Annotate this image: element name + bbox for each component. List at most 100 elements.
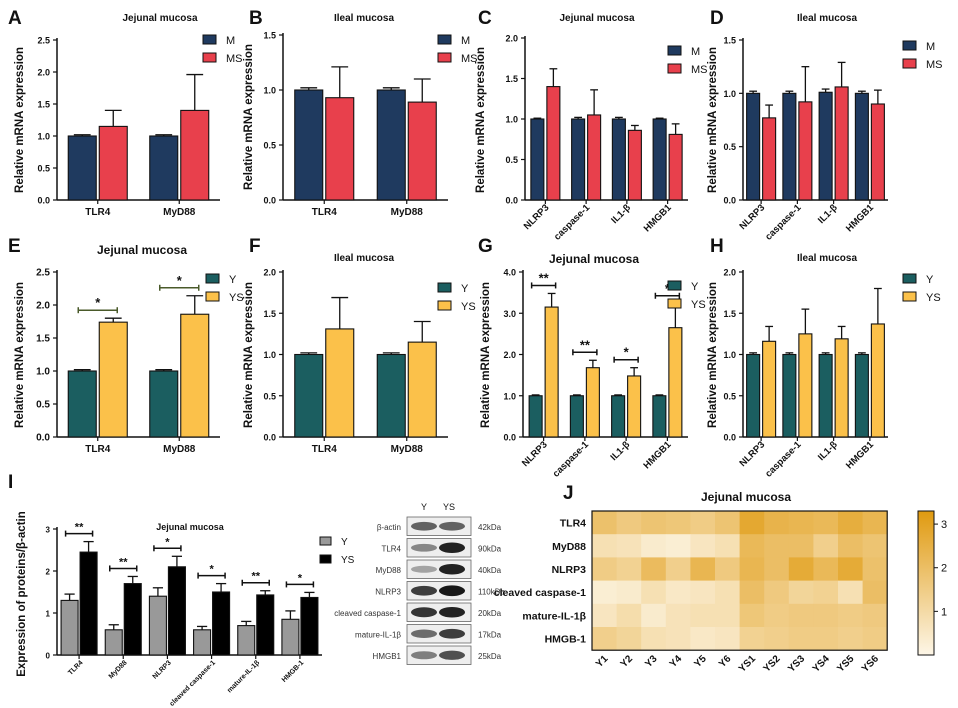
- panel-C: C Jejunal mucosa Relative mRNA expression 0…: [475, 8, 708, 243]
- blot-band: [439, 628, 465, 639]
- panel-I: I Jejunal mucosa Expression of proteins/β-…: [8, 472, 355, 708]
- heatmap-cell: [592, 627, 617, 651]
- heatmap-row-label: NLRP3: [552, 564, 587, 576]
- bar-C-MS-IL1-β: [627, 129, 642, 201]
- blot-band: [411, 565, 437, 573]
- heatmap-cell: [592, 511, 617, 535]
- y-tick-label-A: 0.5: [37, 164, 50, 174]
- heatmap-col-label: Y1: [594, 653, 611, 670]
- heatmap-cell: [862, 557, 888, 581]
- blot-kda-label: 25kDa: [478, 652, 502, 661]
- bar-G-Y-IL1-β: [611, 395, 626, 438]
- y-tick-label-F: 1.5: [263, 309, 276, 319]
- legend-label-G-YS: YS: [691, 299, 706, 311]
- blot-kda-label: 42kDa: [478, 523, 502, 532]
- x-tick-label-G: NLRP3: [520, 439, 550, 469]
- y-tick-label-E: 1.5: [36, 334, 50, 345]
- heatmap-cell: [862, 627, 888, 651]
- bar-E-YS-MyD88: [180, 313, 210, 438]
- heatmap-cell: [616, 580, 642, 605]
- x-tick-label-F: TLR4: [312, 444, 337, 455]
- y-tick-label-F: 1.0: [263, 350, 276, 360]
- chart-title-I: Jejunal mucosa: [156, 522, 225, 532]
- legend-swatch-H-YS: [902, 291, 917, 302]
- bar-B-MS-MyD88: [407, 101, 437, 201]
- bar-D-M-IL1-β: [818, 91, 833, 201]
- legend-swatch-C-M: [667, 45, 682, 56]
- heatmap-col-label: Y5: [692, 653, 709, 670]
- legend-swatch-I-Y: [319, 536, 332, 546]
- legend-swatch-A-M: [202, 34, 217, 45]
- heatmap-cell: [641, 603, 667, 628]
- panel-A: A Jejunal mucosa Relative mRNA expression 0…: [8, 8, 243, 218]
- y-axis-label-E: Relative mRNA expression: [14, 282, 26, 428]
- y-tick-label-I: 0: [46, 652, 51, 661]
- heatmap-cell: [813, 580, 839, 605]
- blot-lane-label: YS: [443, 502, 455, 512]
- y-tick-label-A: 2.5: [37, 36, 50, 46]
- heatmap-col-label: YS3: [786, 653, 807, 674]
- y-tick-label-H: 1.5: [723, 309, 736, 319]
- x-tick-label-I: TLR4: [67, 659, 84, 676]
- legend-swatch-A-MS: [202, 52, 217, 63]
- x-tick-label-D: NLRP3: [737, 202, 767, 232]
- x-tick-label-C: caspase-1: [552, 202, 593, 243]
- heatmap-row-label: HMGB-1: [545, 634, 587, 646]
- y-tick-label-F: 0.5: [263, 391, 276, 401]
- heatmap-col-label: Y6: [717, 653, 734, 670]
- heatmap-cell: [862, 580, 888, 605]
- colorbar-tick-label: 2: [941, 563, 947, 575]
- heatmap-cell: [739, 534, 765, 558]
- y-tick-label-G: 4.0: [503, 268, 516, 278]
- heatmap-cell: [838, 511, 863, 535]
- legend-label-H-YS: YS: [926, 292, 941, 304]
- bar-C-M-HMGB1: [652, 118, 667, 201]
- bar-F-YS-TLR4: [325, 328, 355, 438]
- heatmap-cell: [838, 627, 863, 651]
- legend-swatch-E-YS: [205, 291, 220, 302]
- panel-label-H: H: [710, 236, 724, 257]
- panel-G: G Jejunal mucosa Relative mRNA expression 0…: [478, 236, 706, 480]
- y-tick-label-A: 1.0: [37, 132, 50, 142]
- y-tick-label-H: 0.5: [723, 391, 736, 401]
- y-axis-label-B: Relative mRNA expression: [243, 44, 255, 190]
- bar-C-M-caspase-1: [571, 118, 586, 201]
- panel-label-F: F: [249, 236, 261, 257]
- heatmap-cell: [665, 511, 691, 535]
- heatmap-frame: [591, 510, 888, 651]
- bar-I-Y-TLR4: [60, 599, 79, 656]
- x-tick-label-B: MyD88: [391, 207, 424, 218]
- bar-C-MS-HMGB1: [668, 133, 683, 201]
- y-tick-label-D: 1.0: [723, 89, 736, 99]
- legend-label-D-MS: MS: [926, 59, 943, 71]
- heatmap-cell: [739, 603, 765, 628]
- y-axis-label-A: Relative mRNA expression: [14, 47, 26, 193]
- legend-swatch-D-M: [902, 40, 917, 51]
- heatmap-cell: [665, 557, 691, 581]
- heatmap-cell: [616, 534, 642, 558]
- heatmap-cell: [764, 627, 790, 651]
- y-tick-label-C: 1.0: [505, 115, 518, 125]
- heatmap-cell: [641, 580, 667, 605]
- legend-label-I-YS: YS: [341, 555, 355, 566]
- x-tick-label-I: MyD88: [108, 659, 129, 680]
- bar-D-MS-HMGB1: [870, 103, 885, 201]
- blot-band: [439, 542, 465, 553]
- bar-H-Y-caspase-1: [782, 353, 797, 438]
- bar-H-YS-NLRP3: [762, 340, 777, 438]
- heatmap-cell: [641, 511, 667, 535]
- bar-C-MS-caspase-1: [587, 114, 602, 201]
- x-tick-label-A: MyD88: [163, 207, 196, 218]
- heatmap-row-label: mature-IL-1β: [522, 610, 586, 622]
- y-tick-label-G: 0.0: [503, 433, 516, 443]
- legend-label-G-Y: Y: [691, 281, 699, 293]
- x-tick-label-I: HMGB-1: [281, 659, 306, 684]
- blot-protein-label: MyD88: [376, 566, 402, 575]
- panel-label-B: B: [249, 8, 263, 29]
- bar-I-YS-MyD88: [123, 583, 142, 656]
- panel-label-A: A: [8, 8, 22, 29]
- legend-label-B-MS: MS: [461, 53, 478, 65]
- x-tick-label-I: NLRP3: [152, 659, 173, 680]
- y-tick-label-E: 2.5: [36, 268, 50, 279]
- bar-A-MS-MyD88: [180, 109, 210, 201]
